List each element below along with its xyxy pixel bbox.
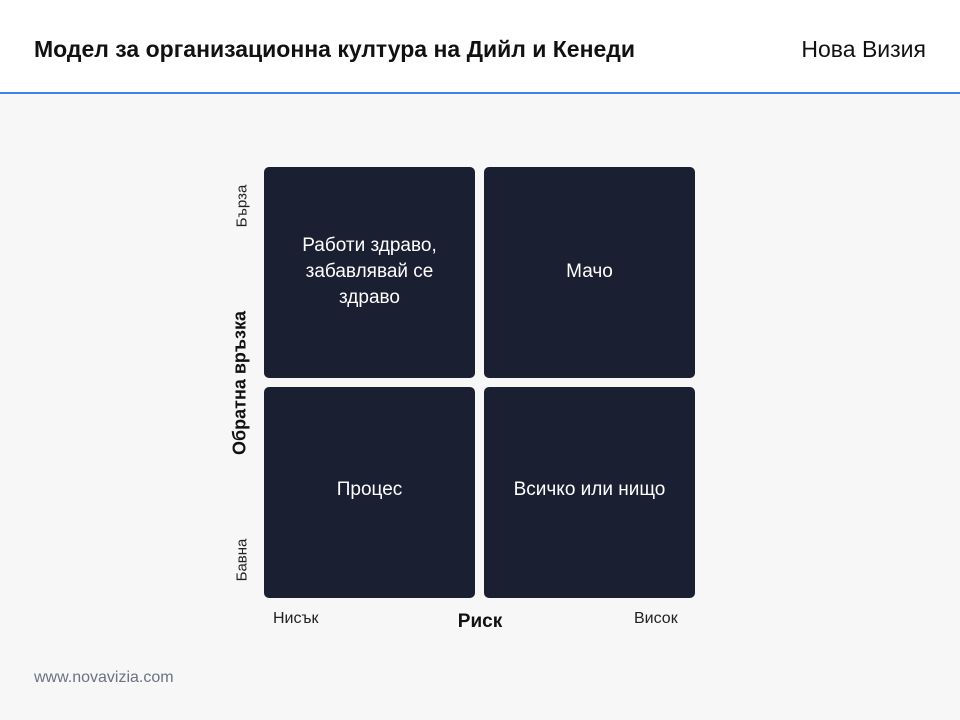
quadrant-label: Всичко или нищо [513, 479, 666, 500]
quadrant-label: Работи здраво, забавлявай се здраво [302, 235, 437, 308]
y-axis-high-label: Бърза [233, 184, 251, 228]
page-title: Модел за организационна култура на Дийл … [34, 36, 636, 62]
header: Модел за организационна култура на Дийл … [0, 0, 960, 94]
quadrant-label: Мачо [566, 261, 613, 282]
quadrant-macho: Мачо [484, 167, 695, 378]
x-axis-high-label: Висок [634, 610, 678, 627]
quadrant-process: Процес [264, 387, 475, 598]
x-axis-label: Риск [457, 611, 503, 632]
quadrant-label: Процес [336, 479, 403, 500]
y-axis-low-label: Бавна [233, 538, 251, 582]
footer-url: www.novavizia.com [34, 669, 174, 686]
quadrant-bet-your-company: Всичко или нищо [484, 387, 695, 598]
y-axis-label: Обратна връзка [229, 311, 250, 455]
brand-name: Нова Визия [801, 36, 926, 62]
quadrant-work-hard-play-hard: Работи здраво, забавлявай се здраво [264, 167, 475, 378]
x-axis-low-label: Нисък [273, 610, 319, 627]
